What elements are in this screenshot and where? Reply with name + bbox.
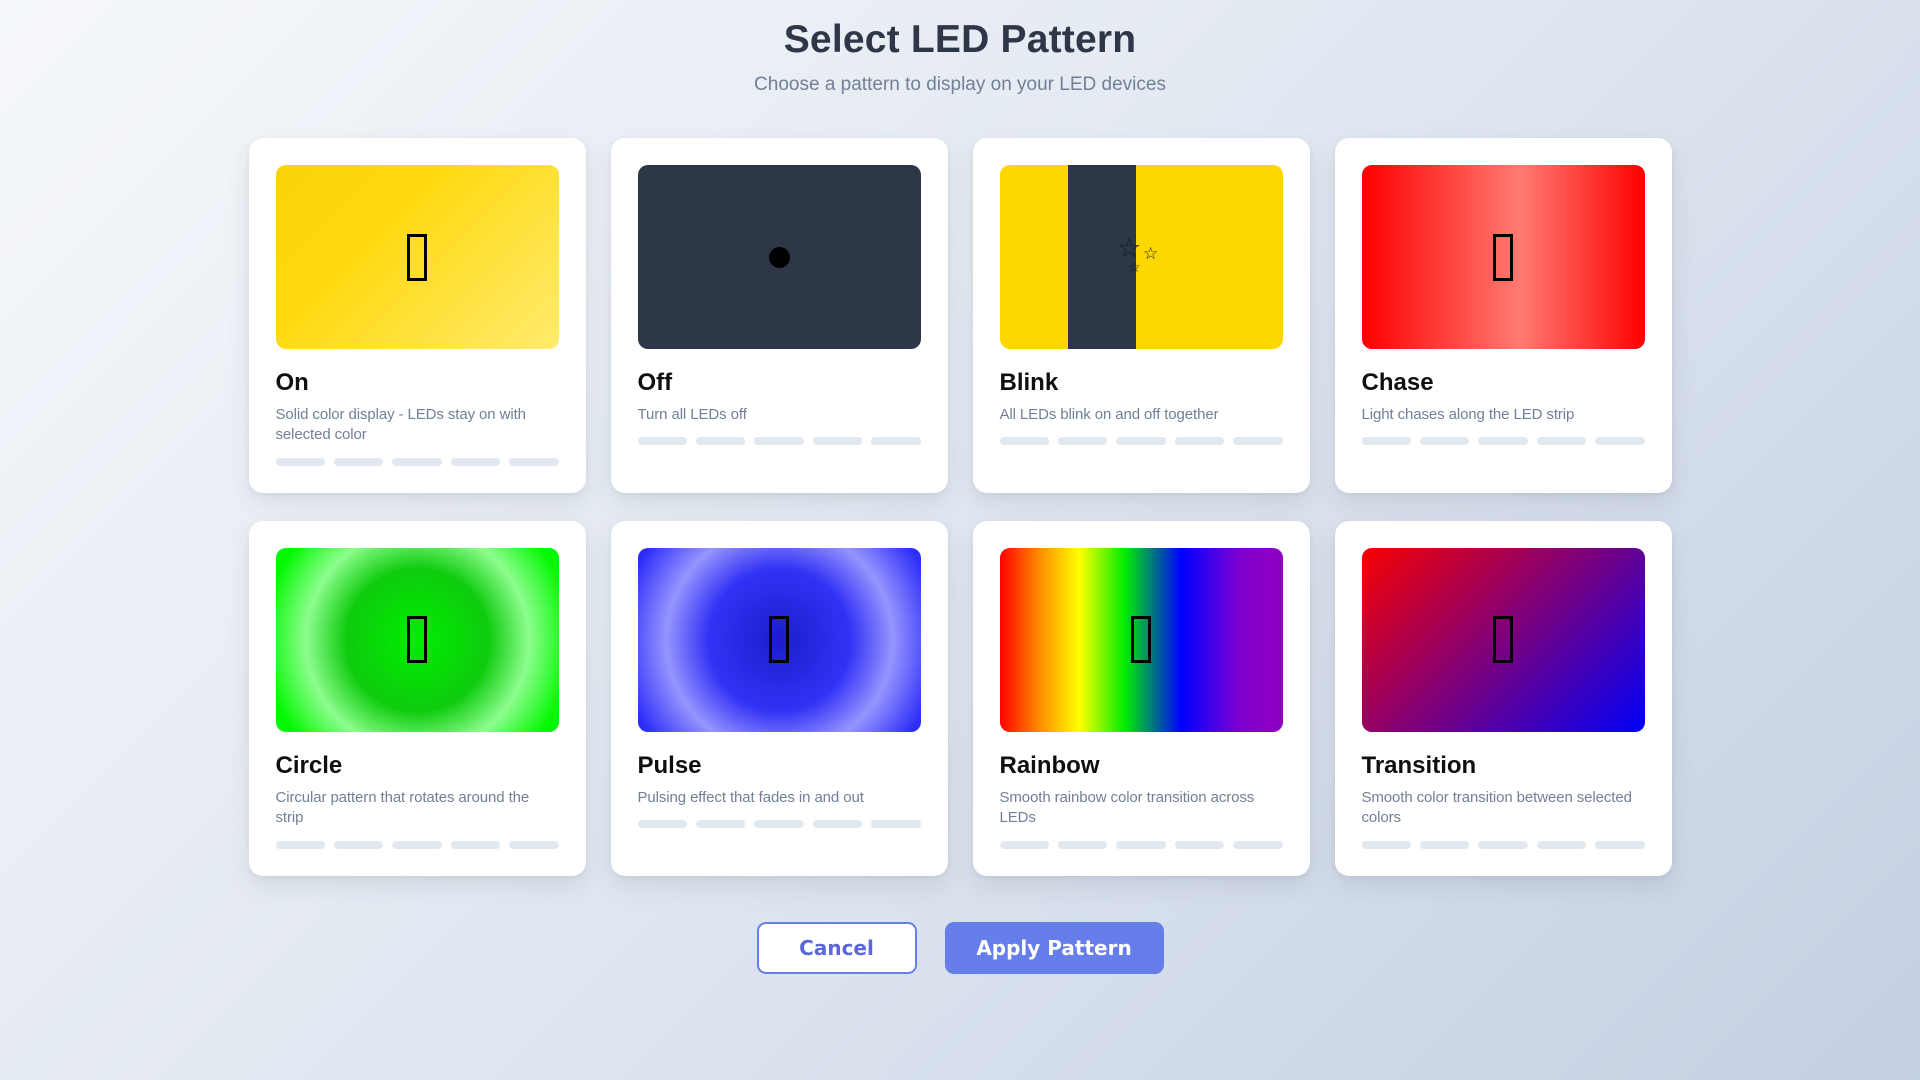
- pattern-title: Off: [637, 369, 673, 396]
- led-indicator-pill: [1478, 840, 1528, 849]
- pattern-preview-on: [275, 165, 559, 349]
- pattern-title: On: [275, 369, 309, 396]
- pattern-preview-pulse: [637, 547, 921, 732]
- led-indicator-pill: [275, 840, 325, 849]
- led-indicator-row: [637, 437, 921, 446]
- pattern-card-off[interactable]: Off Turn all LEDs off: [610, 138, 948, 493]
- sparkles-icon: ☆ ☆ ☆: [1117, 235, 1161, 277]
- star-icon: ☆: [1117, 233, 1142, 264]
- led-indicator-pill: [754, 437, 804, 446]
- led-indicator-pill: [1233, 840, 1283, 849]
- led-indicator-pill: [1478, 437, 1528, 446]
- pattern-preview-transition: [1361, 547, 1645, 732]
- page-subtitle: Choose a pattern to display on your LED …: [754, 74, 1166, 95]
- led-indicator-pill: [1595, 437, 1645, 446]
- pattern-description: Circular pattern that rotates around the…: [275, 788, 530, 827]
- pattern-preview-chase: [1361, 165, 1645, 349]
- led-indicator-pill: [695, 820, 746, 829]
- led-indicator-pill: [999, 840, 1049, 849]
- led-indicator-row: [999, 840, 1283, 849]
- led-indicator-pill: [695, 437, 746, 446]
- led-indicator-row: [275, 457, 559, 466]
- black-circle-icon: [768, 246, 790, 268]
- led-indicator-pill: [637, 820, 687, 829]
- led-indicator-pill: [450, 457, 501, 466]
- led-indicator-pill: [1361, 437, 1411, 446]
- pattern-title: Rainbow: [999, 751, 1100, 779]
- led-indicator-pill: [1233, 437, 1283, 446]
- missing-glyph-icon: [1493, 616, 1513, 664]
- led-indicator-pill: [1057, 840, 1108, 849]
- pattern-description: Light chases along the LED strip: [1361, 405, 1575, 423]
- star-icon: ☆: [1128, 260, 1141, 276]
- led-indicator-pill: [392, 840, 442, 849]
- led-indicator-pill: [812, 820, 863, 829]
- pattern-description: Pulsing effect that fades in and out: [637, 788, 864, 806]
- pattern-preview-off: [637, 165, 921, 349]
- pattern-description: Turn all LEDs off: [637, 405, 747, 423]
- pattern-card-circle[interactable]: Circle Circular pattern that rotates aro…: [248, 520, 586, 876]
- pattern-preview-rainbow: [999, 547, 1283, 732]
- cancel-button[interactable]: Cancel: [756, 921, 917, 974]
- pattern-description: All LEDs blink on and off together: [999, 405, 1219, 423]
- star-icon: ☆: [1143, 244, 1159, 264]
- led-indicator-pill: [871, 820, 921, 829]
- missing-glyph-icon: [407, 616, 427, 664]
- led-indicator-row: [1361, 437, 1645, 446]
- pattern-card-on[interactable]: On Solid color display - LEDs stay on wi…: [248, 138, 586, 493]
- pattern-preview-circle: [275, 547, 559, 732]
- led-indicator-pill: [999, 437, 1049, 446]
- led-indicator-pill: [333, 840, 384, 849]
- led-indicator-pill: [1595, 840, 1645, 849]
- pattern-card-blink[interactable]: ☆ ☆ ☆ Blink All LEDs blink on and off to…: [972, 138, 1310, 493]
- led-indicator-pill: [812, 437, 863, 446]
- led-indicator-pill: [1116, 437, 1166, 446]
- led-indicator-pill: [275, 457, 325, 466]
- led-indicator-pill: [1419, 840, 1470, 849]
- page-title: Select LED Pattern: [783, 18, 1137, 61]
- led-indicator-row: [275, 840, 559, 849]
- pattern-card-rainbow[interactable]: Rainbow Smooth rainbow color transition …: [972, 520, 1310, 876]
- led-indicator-pill: [1419, 437, 1470, 446]
- pattern-card-pulse[interactable]: Pulse Pulsing effect that fades in and o…: [610, 520, 948, 876]
- pattern-grid: On Solid color display - LEDs stay on wi…: [0, 138, 1920, 876]
- led-indicator-pill: [871, 437, 921, 446]
- led-indicator-pill: [509, 457, 559, 466]
- pattern-description: Solid color display - LEDs stay on with …: [275, 405, 526, 444]
- missing-glyph-icon: [407, 233, 427, 281]
- led-indicator-pill: [1174, 840, 1225, 849]
- led-indicator-row: [637, 820, 921, 829]
- missing-glyph-icon: [1493, 233, 1513, 281]
- led-pattern-dialog: Select LED Pattern Choose a pattern to d…: [0, 18, 1920, 974]
- led-indicator-pill: [333, 457, 384, 466]
- pattern-preview-blink: ☆ ☆ ☆: [999, 165, 1283, 349]
- led-indicator-pill: [637, 437, 687, 446]
- led-indicator-pill: [1116, 840, 1166, 849]
- apply-pattern-button[interactable]: Apply Pattern: [944, 921, 1164, 974]
- pattern-title: Blink: [999, 369, 1059, 396]
- pattern-description: Smooth rainbow color transition across L…: [999, 788, 1255, 827]
- actions-bar: Cancel Apply Pattern: [0, 921, 1920, 974]
- pattern-card-chase[interactable]: Chase Light chases along the LED strip: [1334, 138, 1672, 493]
- missing-glyph-icon: [769, 616, 789, 664]
- pattern-title: Circle: [275, 751, 343, 779]
- led-indicator-pill: [1361, 840, 1411, 849]
- led-indicator-row: [1361, 840, 1645, 849]
- led-indicator-pill: [1057, 437, 1108, 446]
- led-indicator-pill: [1536, 840, 1587, 849]
- led-indicator-pill: [754, 820, 804, 829]
- pattern-title: Pulse: [637, 751, 702, 779]
- missing-glyph-icon: [1131, 616, 1151, 664]
- led-indicator-pill: [509, 840, 559, 849]
- led-indicator-pill: [450, 840, 501, 849]
- led-indicator-pill: [1536, 437, 1587, 446]
- pattern-title: Chase: [1361, 369, 1434, 396]
- pattern-description: Smooth color transition between selected…: [1361, 788, 1632, 827]
- led-indicator-pill: [1174, 437, 1225, 446]
- led-indicator-row: [999, 437, 1283, 446]
- pattern-card-transition[interactable]: Transition Smooth color transition betwe…: [1334, 520, 1672, 876]
- pattern-title: Transition: [1361, 751, 1477, 779]
- led-indicator-pill: [392, 457, 442, 466]
